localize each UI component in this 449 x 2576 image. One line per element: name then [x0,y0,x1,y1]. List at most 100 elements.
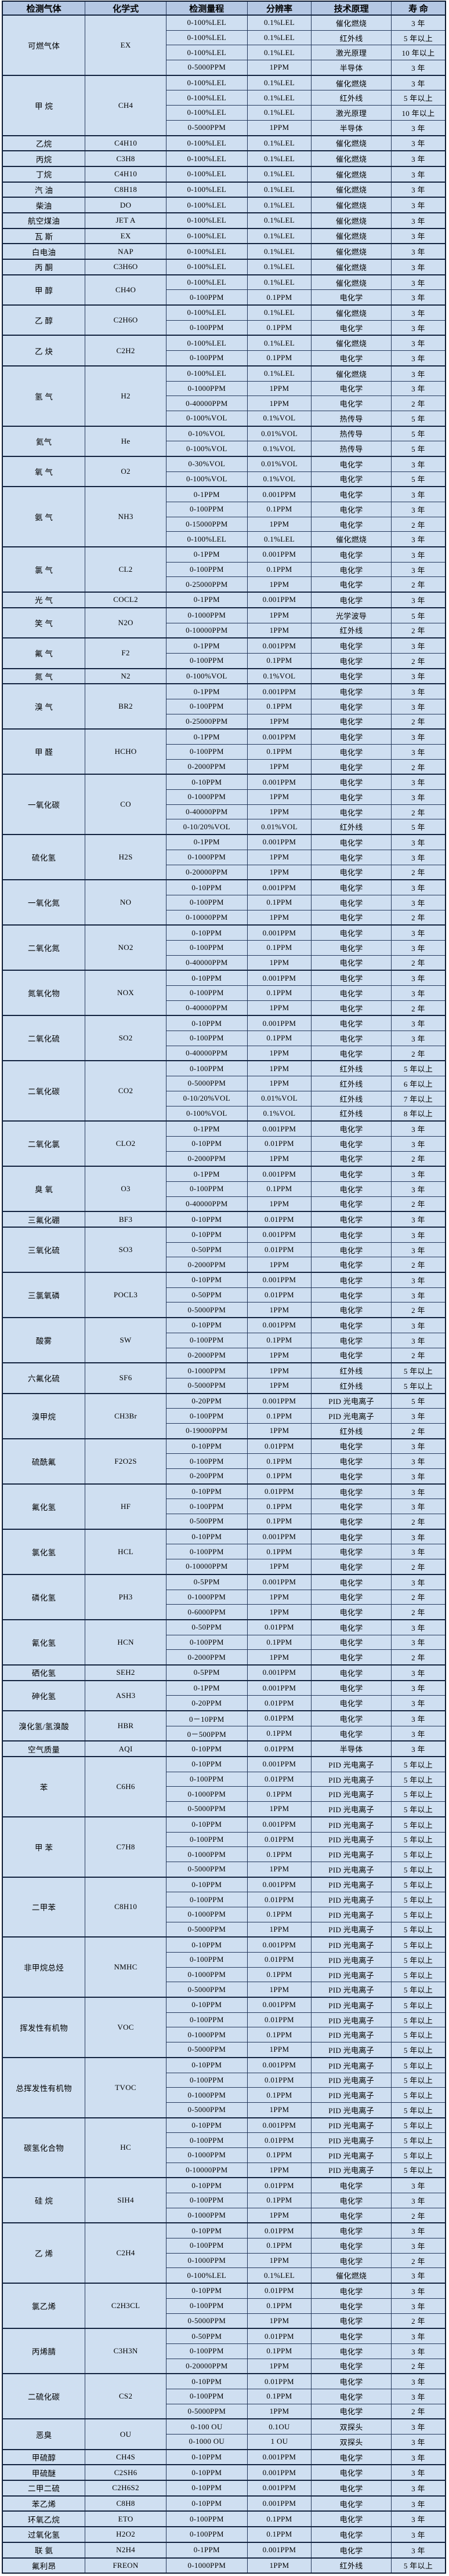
range-cell: 0-25000PPM [165,576,248,593]
resolution-cell: 0.1%LEL [247,181,312,198]
table-row: 联 氨 N2H4 0-1PPM 0.001PPM 电化学 3 年 [2,2541,446,2558]
table-row: 0-40000PPM 1PPM 电化学 2 年 [2,1196,446,1212]
table-row: 甲硫醚 C2SH6 0-10PPM 0.001PPM 电化学 3 年 [2,2464,446,2481]
principle-cell: 催化燃烧 [311,74,392,91]
principle-cell: 催化燃烧 [311,274,392,291]
principle-cell: PID 光电离子 [311,2132,392,2148]
principle-cell: 电化学 [311,2207,392,2223]
life-cell: 3 年 [390,879,446,895]
table-row: 0-1000PPM 1PPM 电化学 3 年 [2,849,446,865]
table-row: 0-100PPM 0.01PPM PID 光电离子 5 年以上 [2,1952,446,1968]
principle-cell: 电化学 [311,455,392,472]
principle-cell: 电化学 [311,1226,392,1243]
resolution-cell: 0.1PPM [247,1967,312,1983]
resolution-cell: 0.1%LEL [247,105,312,121]
life-cell: 3 年 [390,2480,446,2497]
table-row: 0-40000PPM 1PPM 电化学 2 年 [2,1000,446,1016]
resolution-cell: 0.1PPM [247,289,312,306]
life-cell: 3 年 [390,1166,446,1182]
table-row: 0-100%VOL 0.1%VOL 热传导 5 年 [2,410,446,427]
table-row: 甲 醛 HCHO 0-1PPM 0.001PPM 电化学 3 年 [2,728,446,775]
resolution-cell: 0.1PPM [247,985,312,1001]
table-row: 氢 气 H2 0-100%LEL 0.1%LEL 催化燃烧 3 年 [2,365,446,427]
table-row: 酸雾 SW 0-10PPM 0.001PPM 电化学 3 年 [2,1317,446,1363]
range-cell: 0-100%LEL [165,335,248,351]
table-row: 氧 气 O2 0-30%VOL 0.01%VOL 电化学 3 年 [2,455,446,487]
gas-name-cell: 硅 烷 [2,2177,86,2223]
life-cell: 3 年 [390,1031,446,1046]
life-cell: 2 年 [390,1302,446,1318]
range-cell: 0-100%LEL [165,165,248,183]
gas-name-cell: 一氧化氮 [2,879,86,926]
resolution-cell: 0.1PPM [247,2087,312,2103]
life-cell: 3 年 [390,2238,446,2254]
range-cell: 0-10PPM [165,970,248,986]
formula-cell: C7H8 [85,1816,166,1878]
range-cell: 0-10PPM [165,2373,248,2389]
life-cell: 3 年 [390,1634,446,1650]
life-cell: 3 年 [390,2373,446,2389]
gas-name-cell: 氯化氢 [2,1528,86,1575]
table-row: 0-100%VOL 0.1%VOL 电化学 5 年 [2,471,446,487]
resolution-cell: 0.01PPM [247,2328,312,2344]
gas-name-cell: 甲 醇 [2,274,86,306]
range-cell: 0-100PPM [165,1544,248,1560]
resolution-cell: 0.001PPM [247,879,312,895]
life-cell: 2 年 [390,652,446,669]
table-row: 磷化氢 PH3 0-5PPM 0.001PPM 电化学 3 年 [2,1573,446,1620]
gas-name-cell: 苯 [2,1756,86,1817]
life-cell: 2 年 [390,1559,446,1575]
life-cell: 5 年以上 [390,2557,446,2574]
resolution-cell: 1PPM [247,2403,312,2419]
resolution-cell: 0.1%LEL [247,274,312,291]
resolution-cell: 1PPM [247,607,312,623]
life-cell: 5 年以上 [390,2132,446,2148]
formula-cell: N2O [85,607,166,638]
resolution-cell: 0.001PPM [247,1997,312,2013]
resolution-cell: 0.001PPM [247,1226,312,1243]
life-cell: 3 年 [390,1710,446,1726]
range-cell: 0-100%LEL [165,74,248,91]
life-cell: 3 年 [390,985,446,1001]
life-cell: 3 年 [390,667,446,684]
life-cell: 3 年 [390,1725,446,1741]
gas-name-cell: 氟利昂 [2,2557,86,2574]
principle-cell: PID 光电离子 [311,1801,392,1817]
resolution-cell: 0.1PPM [247,1786,312,1802]
range-cell: 0-5000PPM [165,1921,248,1938]
resolution-cell: 0.001PPM [247,486,312,503]
principle-cell: 电化学 [311,1031,392,1046]
formula-cell: C2SH6 [85,2464,166,2481]
table-row: 光 气 COCL2 0-1PPM 0.001PPM 电化学 3 年 [2,592,446,608]
range-cell: 0-2000PPM [165,1151,248,1167]
range-cell: 0-100%LEL [165,2267,248,2284]
table-row: 0-100%VOL 0.1%VOL 红外线 8 年以上 [2,1105,446,1122]
resolution-cell: 1PPM [247,1302,312,1318]
formula-cell: NH3 [85,486,166,547]
table-row: 一氧化氮 NO 0-10PPM 0.001PPM 电化学 3 年 [2,879,446,926]
range-cell: 0-10PPM [165,2177,248,2194]
table-row: 0-100PPM 0.1PPM 电化学 3 年 [2,939,446,956]
life-cell: 2 年 [390,1151,446,1167]
table-row: 氰化氢 HCN 0-50PPM 0.01PPM 电化学 3 年 [2,1619,446,1666]
principle-cell: 电化学 [311,1135,392,1152]
table-row: 笑 气 N2O 0-1000PPM 1PPM 光学波导 5 年 [2,607,446,638]
life-cell: 3 年 [390,165,446,183]
principle-cell: PID 光电离子 [311,2027,392,2043]
principle-cell: 红外线 [311,1362,392,1378]
range-cell: 0-2000PPM [165,1347,248,1363]
resolution-cell: 0.1PPM [247,1634,312,1650]
principle-cell: 电化学 [311,1664,392,1681]
life-cell: 2 年 [390,2252,446,2269]
formula-cell: C3H3N [85,2328,166,2374]
principle-cell: 电化学 [311,1604,392,1620]
resolution-cell: 1PPM [247,1060,312,1077]
formula-cell: C8H8 [85,2495,166,2512]
life-cell: 3 年 [390,1332,446,1348]
principle-cell: 红外线 [311,1090,392,1106]
column-header-gas: 检测气体 [2,1,86,16]
range-cell: 0-100PPM [165,2510,248,2527]
resolution-cell: 0.1%LEL [247,90,312,106]
life-cell: 3 年 [390,2343,446,2359]
principle-cell: PID 光电离子 [311,2147,392,2163]
